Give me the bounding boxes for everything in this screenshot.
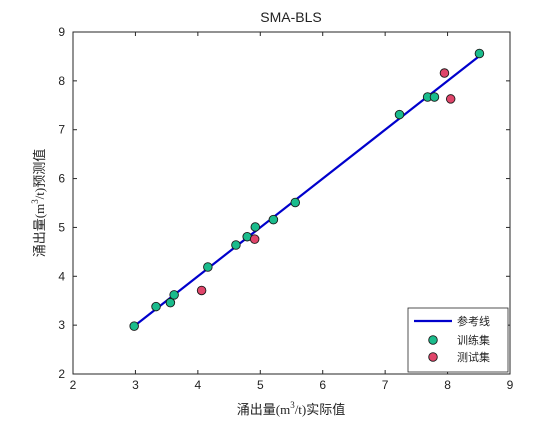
x-tick-label: 4 <box>195 378 202 392</box>
reference-line-layer <box>133 54 481 327</box>
train-point <box>268 214 279 225</box>
reference-line <box>133 54 481 327</box>
legend-train-label: 训练集 <box>457 333 490 347</box>
x-axis-label-post: /t)实际值 <box>295 402 346 417</box>
x-tick-label: 5 <box>257 378 264 392</box>
train-point <box>290 197 300 208</box>
x-axis-label-sup: 3 <box>290 400 295 410</box>
x-tick-label: 7 <box>382 378 389 392</box>
test-point <box>445 94 456 104</box>
test-point <box>439 68 450 78</box>
y-tick-label: 7 <box>58 123 65 137</box>
train-point <box>165 297 176 308</box>
x-tick-label: 8 <box>444 378 451 392</box>
y-tick-label: 3 <box>58 318 65 332</box>
y-tick-label: 6 <box>58 172 65 186</box>
legend-test-label: 测试集 <box>457 350 490 364</box>
test-point <box>196 285 207 296</box>
train-point <box>429 92 440 102</box>
train-point <box>169 290 179 300</box>
y-tick-label: 5 <box>58 220 65 234</box>
x-axis: 2 3 4 5 6 7 8 9 <box>70 32 514 392</box>
train-point <box>231 240 241 250</box>
train-point <box>129 321 139 331</box>
train-point <box>151 301 161 312</box>
y-tick-label: 4 <box>58 269 65 283</box>
x-tick-label: 2 <box>70 378 77 392</box>
y-axis: 2 3 4 5 6 7 8 9 <box>58 25 510 381</box>
legend-test-swatch <box>428 352 438 362</box>
chart-title: SMA-BLS <box>260 9 321 25</box>
y-axis-label-post: /t)预测值 <box>32 149 47 200</box>
y-axis-label: 涌出量(m3/t)预测值 <box>30 149 47 258</box>
y-tick-label: 8 <box>58 74 65 88</box>
x-tick-label: 6 <box>319 378 326 392</box>
y-axis-label-sup: 3 <box>30 199 40 204</box>
train-point <box>474 48 485 59</box>
legend-box <box>407 307 509 373</box>
test-point <box>249 234 260 244</box>
train-point <box>394 109 405 120</box>
y-axis-label-pre: 涌出量(m <box>32 204 47 257</box>
x-tick-label: 3 <box>132 378 139 392</box>
x-axis-label: 涌出量(m3/t)实际值 <box>237 400 346 417</box>
legend: 参考线 训练集 测试集 <box>407 307 509 373</box>
legend-reference-line-label: 参考线 <box>457 314 490 328</box>
x-axis-label-pre: 涌出量(m <box>237 402 290 417</box>
legend-train-swatch <box>428 335 438 345</box>
y-tick-label: 9 <box>58 25 65 39</box>
train-point <box>250 222 261 232</box>
train-point <box>203 262 213 272</box>
y-tick-label: 2 <box>58 367 65 381</box>
points-layer <box>129 48 485 331</box>
plot-frame <box>72 31 511 375</box>
x-tick-label: 9 <box>507 378 514 392</box>
